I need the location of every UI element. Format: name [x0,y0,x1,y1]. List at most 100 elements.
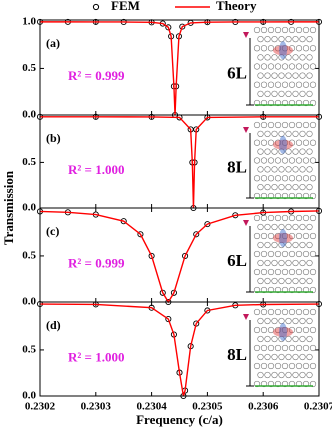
lattice-hole [274,380,282,388]
inset [243,26,317,107]
lattice-hole [299,241,306,249]
fem-point [179,23,186,30]
lattice-hole [267,63,275,70]
lattice-hole [299,130,306,137]
lattice-hole [299,259,306,267]
lattice-hole [306,353,313,361]
lattice-hole [267,308,275,316]
lattice-hole [295,99,303,107]
lattice-hole [257,166,264,173]
lattice-hole [257,317,264,325]
lattice-hole [267,326,275,334]
lattice-hole [281,45,289,52]
x-tick-label: 0.2302 [25,401,56,413]
lattice-hole [253,121,261,129]
lattice-hole [285,36,292,43]
lattice-hole [309,175,317,182]
lattice-hole [257,184,264,191]
lattice-hole [274,232,282,240]
lattice-hole [288,268,296,276]
lattice-hole [309,344,317,352]
panel-label: (c) [46,224,59,238]
lattice-hole [264,371,271,379]
lattice-hole [260,81,268,88]
field-blue [279,229,287,247]
lattice-hole [253,175,261,182]
lattice-hole [257,130,264,137]
r2-annotation: R² = 0.999 [68,68,125,83]
lattice-hole [295,175,303,182]
lattice-hole [278,130,285,137]
lattice-hole [274,326,282,334]
lattice-hole [285,148,292,155]
lattice-hole [299,54,306,61]
lattice-hole [253,214,261,222]
lattice-hole [253,45,261,52]
lattice-hole [309,308,317,316]
lattice-hole [288,139,296,146]
lattice-hole [274,214,282,222]
lattice-hole [267,121,275,129]
lattice-hole [267,99,275,107]
lattice-hole [267,157,275,164]
lattice-hole [299,317,306,325]
lattice-hole [288,99,296,107]
lattice-hole [295,380,303,388]
lattice-hole [257,277,264,285]
lattice-hole [274,26,282,34]
lattice-hole [267,250,275,258]
inset-label: 8L [227,345,247,364]
lattice-hole [285,259,292,267]
lattice-hole [253,232,261,240]
lattice-hole [285,54,292,61]
lattice-hole [302,344,310,352]
lattice-hole [302,308,310,316]
lattice-hole [288,157,296,164]
r2-annotation: R² = 0.999 [68,255,125,270]
lattice-hole [278,148,285,155]
lattice-hole [281,175,289,182]
lattice-hole [285,241,292,249]
lattice-hole [295,308,303,316]
lattice-hole [302,45,310,52]
lattice-hole [278,371,285,379]
lattice-hole [267,175,275,182]
lattice-hole [288,308,296,316]
lattice-hole [302,26,310,34]
lattice-hole [292,317,299,325]
lattice-hole [302,121,310,129]
lattice-hole [278,72,285,79]
lattice-hole [306,90,313,97]
lattice-hole [278,241,285,249]
lattice-hole [306,371,313,379]
lattice-hole [285,166,292,173]
lattice-hole [288,250,296,258]
lattice-hole [302,99,310,107]
lattice-hole [264,130,271,137]
lattice-hole [306,54,313,61]
fem-point [148,252,155,259]
lattice-hole [260,268,268,276]
lattice-hole [264,259,271,267]
lattice-hole [257,259,264,267]
lattice-hole [295,326,303,334]
lattice-hole [306,148,313,155]
lattice-hole [260,139,268,146]
lattice-hole [281,214,289,222]
y-tick-label: 1.0 [22,15,36,27]
theory-line [40,116,320,209]
lattice-hole [292,54,299,61]
fem-point [165,315,172,323]
inset-label: 6L [227,64,247,83]
lattice-hole [274,99,282,107]
lattice-hole [299,184,306,191]
lattice-hole [295,232,303,240]
lattice-hole [288,286,296,294]
source-triangle [243,314,249,320]
lattice-hole [267,81,275,88]
lattice-hole [288,214,296,222]
lattice-hole [299,223,306,231]
inset [243,121,317,200]
lattice-hole [306,130,313,137]
y-tick-label: 0.0 [22,202,36,214]
